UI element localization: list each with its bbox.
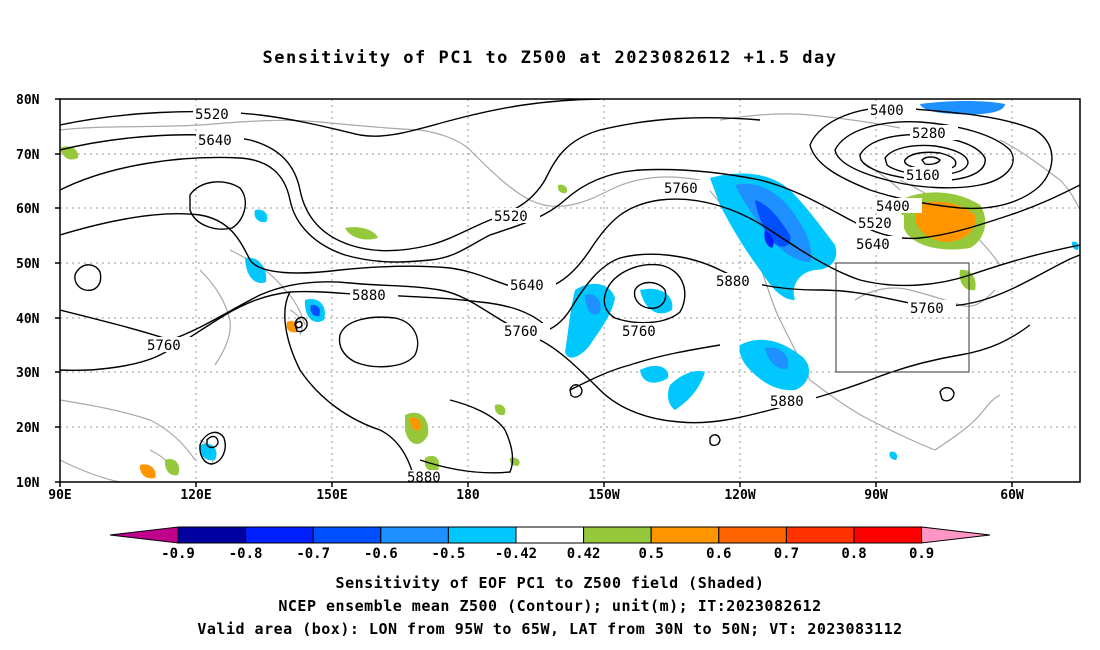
contour-label: 5280: [912, 126, 946, 142]
contour-label: 5160: [906, 168, 940, 184]
colorbar-cell: [380, 526, 449, 544]
lon-label: 120W: [724, 488, 755, 503]
colorbar: [109, 526, 991, 544]
valid-area-box: [835, 262, 970, 373]
colorbar-cell: [718, 526, 787, 544]
latitude-labels: 80N 70N 60N 50N 40N 30N 20N 10N: [16, 93, 40, 491]
colorbar-cell: [245, 526, 314, 544]
lon-label: 150W: [588, 488, 619, 503]
colorbar-upper-triangle: [921, 526, 991, 544]
colorbar-tick: -0.6: [364, 546, 398, 562]
colorbar-cell: [785, 526, 855, 544]
axis-ticks: [55, 98, 1013, 487]
lon-label: 60W: [1000, 488, 1024, 503]
contour-label: 5400: [876, 199, 910, 215]
contour-label: 5760: [147, 338, 181, 354]
caption-valid-area: Valid area (box): LON from 95W to 65W, L…: [197, 620, 903, 638]
contour-labels: 5520 5640 5520 5760 5640 5760 5760 5880 …: [145, 102, 958, 486]
contour-label: 5520: [195, 107, 229, 123]
contour-label: 5400: [870, 103, 904, 119]
colorbar-tick: -0.42: [495, 546, 537, 562]
colorbar-cell: [515, 526, 585, 544]
contour-label: 5520: [858, 216, 892, 232]
colorbar-lower-triangle: [109, 526, 179, 544]
contour-label: 5880: [770, 394, 804, 410]
lat-label: 10N: [16, 476, 40, 491]
map-frame: [59, 98, 1081, 483]
colorbar-tick: 0.8: [841, 546, 866, 562]
colorbar-tick: 0.7: [774, 546, 799, 562]
lat-label: 20N: [16, 421, 40, 436]
positive-sensitivity-shading: [60, 146, 986, 479]
colorbar-tick: -0.9: [161, 546, 195, 562]
lon-label: 180: [456, 488, 480, 503]
contour-label: 5640: [856, 237, 890, 253]
colorbar-tick: -0.8: [229, 546, 263, 562]
colorbar-tick: 0.42: [567, 546, 601, 562]
lat-label: 60N: [16, 202, 40, 217]
colorbar-cell: [312, 526, 382, 544]
colorbar-cell: [177, 526, 247, 544]
lon-label: 120E: [180, 488, 211, 503]
contour-label: 5760: [664, 181, 698, 197]
longitude-labels: 90E 120E 150E 180 150W 120W 90W 60W: [48, 488, 1024, 503]
colorbar-cell: [650, 526, 720, 544]
colorbar-tick: -0.5: [432, 546, 466, 562]
colorbar-cell: [583, 526, 652, 544]
colorbar-tick-labels: -0.9 -0.8 -0.7 -0.6 -0.5 -0.42 0.42 0.5 …: [161, 546, 934, 562]
lat-label: 70N: [16, 148, 40, 163]
colorbar-tick: 0.9: [909, 546, 934, 562]
lon-label: 150E: [316, 488, 347, 503]
lon-label: 90E: [48, 488, 71, 503]
contour-label: 5760: [622, 324, 656, 340]
caption-shaded: Sensitivity of EOF PC1 to Z500 field (Sh…: [335, 574, 765, 592]
contour-label: 5520: [494, 209, 528, 225]
map-area: 5520 5640 5520 5760 5640 5760 5760 5880 …: [60, 99, 1080, 486]
contour-label: 5640: [510, 278, 544, 294]
z500-contours: [60, 99, 1080, 482]
contour-label: 5760: [910, 301, 944, 317]
contour-label: 5760: [504, 324, 538, 340]
map-title: Sensitivity of PC1 to Z500 at 2023082612…: [262, 48, 838, 68]
lat-label: 30N: [16, 366, 40, 381]
caption-contour: NCEP ensemble mean Z500 (Contour); unit(…: [278, 597, 822, 615]
lat-lon-grid: [60, 99, 1080, 482]
contour-label: 5640: [198, 133, 232, 149]
contour-label: 5880: [716, 274, 750, 290]
contour-label: 5880: [407, 470, 441, 486]
colorbar-cell: [853, 526, 923, 544]
lat-label: 50N: [16, 257, 40, 272]
colorbar-tick: 0.5: [639, 546, 664, 562]
lat-label: 80N: [16, 93, 40, 108]
contour-label: 5880: [352, 288, 386, 304]
lat-label: 40N: [16, 312, 40, 327]
lon-label: 90W: [864, 488, 888, 503]
colorbar-tick: -0.7: [296, 546, 330, 562]
colorbar-tick: 0.6: [706, 546, 731, 562]
colorbar-cell: [447, 526, 517, 544]
